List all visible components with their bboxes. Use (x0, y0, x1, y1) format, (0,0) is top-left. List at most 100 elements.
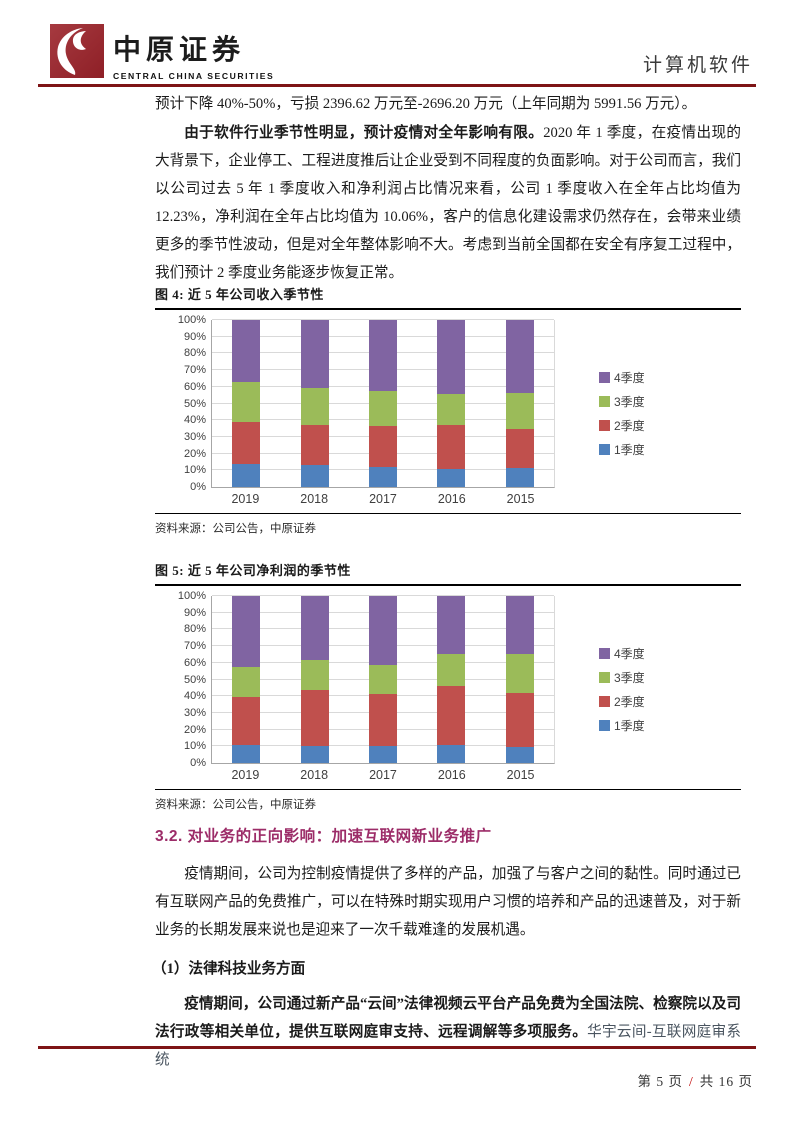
logo-mark-icon (50, 24, 104, 78)
phoenix-swirl-icon (57, 28, 86, 75)
y-axis-tick-label: 70% (183, 364, 206, 377)
y-axis-tick-label: 80% (183, 347, 206, 360)
chart-legend: 4季度 3季度 2季度 1季度 (555, 596, 741, 782)
bar-segment-3季度 (505, 653, 534, 693)
stacked-bar-2016 (437, 320, 466, 487)
bar-segment-1季度 (505, 467, 534, 487)
company-logo: 中原证券 CENTRAL CHINA SECURITIES (50, 24, 274, 81)
y-axis-tick-label: 30% (183, 430, 206, 443)
figure-5-title: 图 5: 近 5 年公司净利润的季节性 (155, 560, 741, 586)
figure-4-source: 资料来源：公司公告，中原证券 (155, 513, 741, 536)
bar-segment-4季度 (368, 596, 397, 665)
paragraph-text: 2020 年 1 季度，在疫情出现的大背景下，企业停工、工程进度推后让企业受到不… (155, 125, 741, 281)
subsection-heading-legal-tech: （1）法律科技业务方面 (152, 961, 306, 977)
bar-segment-4季度 (300, 320, 329, 389)
stacked-bar-2018 (300, 596, 329, 763)
legend-swatch-icon (599, 719, 610, 731)
y-axis-tick-label: 20% (183, 447, 206, 460)
figure-5-source: 资料来源：公司公告，中原证券 (155, 789, 741, 812)
section-heading-3-2: 3.2. 对业务的正向影响：加速互联网新业务推广 (155, 828, 492, 845)
bar-segment-2季度 (232, 421, 261, 465)
logo-english-name: CENTRAL CHINA SECURITIES (113, 71, 275, 81)
stacked-bar-2017 (368, 596, 397, 763)
bar-segment-2季度 (300, 425, 329, 466)
legend-item-1季度: 1季度 (599, 717, 741, 734)
legend-label: 2季度 (614, 418, 645, 433)
bar-segment-1季度 (437, 468, 466, 487)
bars-row (212, 596, 554, 763)
y-axis-tick-label: 10% (183, 740, 206, 753)
y-axis-tick-label: 30% (183, 706, 206, 719)
stacked-bar-2019 (232, 320, 261, 487)
footer-rule (38, 1046, 756, 1049)
bar-segment-4季度 (437, 320, 466, 394)
bar-segment-2季度 (368, 693, 397, 747)
figure-4: 图 4: 近 5 年公司收入季节性 0% 10% 20% 30% 40% 50% 60% 70… (155, 284, 741, 536)
page-number-current: 第 5 页 (637, 1074, 683, 1089)
bar-segment-1季度 (437, 745, 466, 763)
x-axis-tick-label: 2016 (437, 492, 466, 506)
legend-label: 1季度 (614, 442, 645, 457)
legend-swatch-icon (599, 443, 610, 455)
y-axis-tick-label: 10% (183, 464, 206, 477)
legend-item-3季度: 3季度 (599, 669, 741, 686)
bar-segment-3季度 (505, 392, 534, 429)
paragraph-continuation: 预计下降 40%-50%，亏损 2396.62 万元至-2696.20 万元（上… (155, 90, 741, 118)
bar-segment-1季度 (300, 465, 329, 487)
legend-item-1季度: 1季度 (599, 441, 741, 458)
y-axis-tick-label: 50% (183, 673, 206, 686)
paragraph-positive-impact: 疫情期间，公司为控制疫情提供了多样的产品，加强了与客户之间的黏性。同时通过已有互… (155, 860, 741, 944)
y-axis-tick-label: 90% (183, 330, 206, 343)
bar-segment-2季度 (505, 692, 534, 748)
page-number-total: 共 16 页 (699, 1074, 753, 1089)
legend-swatch-icon (599, 647, 610, 659)
y-axis-tick-label: 20% (183, 723, 206, 736)
figure-4-title: 图 4: 近 5 年公司收入季节性 (155, 284, 741, 310)
bar-segment-2季度 (368, 426, 397, 467)
legend-swatch-icon (599, 671, 610, 683)
bar-segment-4季度 (505, 320, 534, 393)
legend-label: 2季度 (614, 694, 645, 709)
bar-segment-2季度 (300, 690, 329, 747)
bar-segment-2季度 (505, 428, 534, 468)
legend-label: 4季度 (614, 646, 645, 661)
x-axis-labels: 2019 2018 2017 2016 2015 (211, 768, 555, 782)
logo-text: 中原证券 CENTRAL CHINA SECURITIES (113, 24, 274, 81)
bar-segment-4季度 (368, 320, 397, 391)
bar-segment-3季度 (300, 388, 329, 426)
legend-item-4季度: 4季度 (599, 645, 741, 662)
revenue-seasonality-chart: 0% 10% 20% 30% 40% 50% 60% 70% 80% 90% 100% 2019 20… (155, 314, 741, 506)
chart-legend: 4季度 3季度 2季度 1季度 (555, 320, 741, 506)
legend-swatch-icon (599, 395, 610, 407)
bar-segment-3季度 (232, 381, 261, 422)
y-axis-tick-label: 60% (183, 380, 206, 393)
legend-swatch-icon (599, 371, 610, 383)
y-axis-tick-label: 0% (190, 481, 206, 493)
y-axis-tick-label: 60% (183, 656, 206, 669)
y-axis-tick-label: 40% (183, 414, 206, 427)
bar-segment-1季度 (368, 746, 397, 763)
bar-segment-4季度 (232, 596, 261, 667)
paragraph-text: 疫情期间，公司为控制疫情提供了多样的产品，加强了与客户之间的黏性。同时通过已有互… (155, 866, 741, 938)
bar-segment-2季度 (437, 686, 466, 746)
bar-segment-3季度 (368, 664, 397, 694)
bar-segment-4季度 (300, 596, 329, 661)
bar-segment-1季度 (232, 745, 261, 763)
bar-segment-4季度 (505, 596, 534, 654)
bar-segment-1季度 (368, 466, 397, 487)
y-axis-tick-label: 80% (183, 623, 206, 636)
legend-item-3季度: 3季度 (599, 393, 741, 410)
bar-segment-4季度 (232, 320, 261, 382)
logo-chinese-name: 中原证券 (113, 35, 246, 66)
legend-item-4季度: 4季度 (599, 369, 741, 386)
y-axis-tick-label: 0% (190, 757, 206, 769)
y-axis-tick-label: 90% (183, 606, 206, 619)
legend-item-2季度: 2季度 (599, 417, 741, 434)
report-category: 计算机软件 (642, 55, 753, 76)
x-axis-tick-label: 2019 (231, 492, 260, 506)
legend-swatch-icon (599, 695, 610, 707)
y-axis-tick-label: 100% (177, 590, 206, 602)
stacked-bar-2015 (505, 596, 534, 763)
bar-segment-1季度 (300, 746, 329, 763)
